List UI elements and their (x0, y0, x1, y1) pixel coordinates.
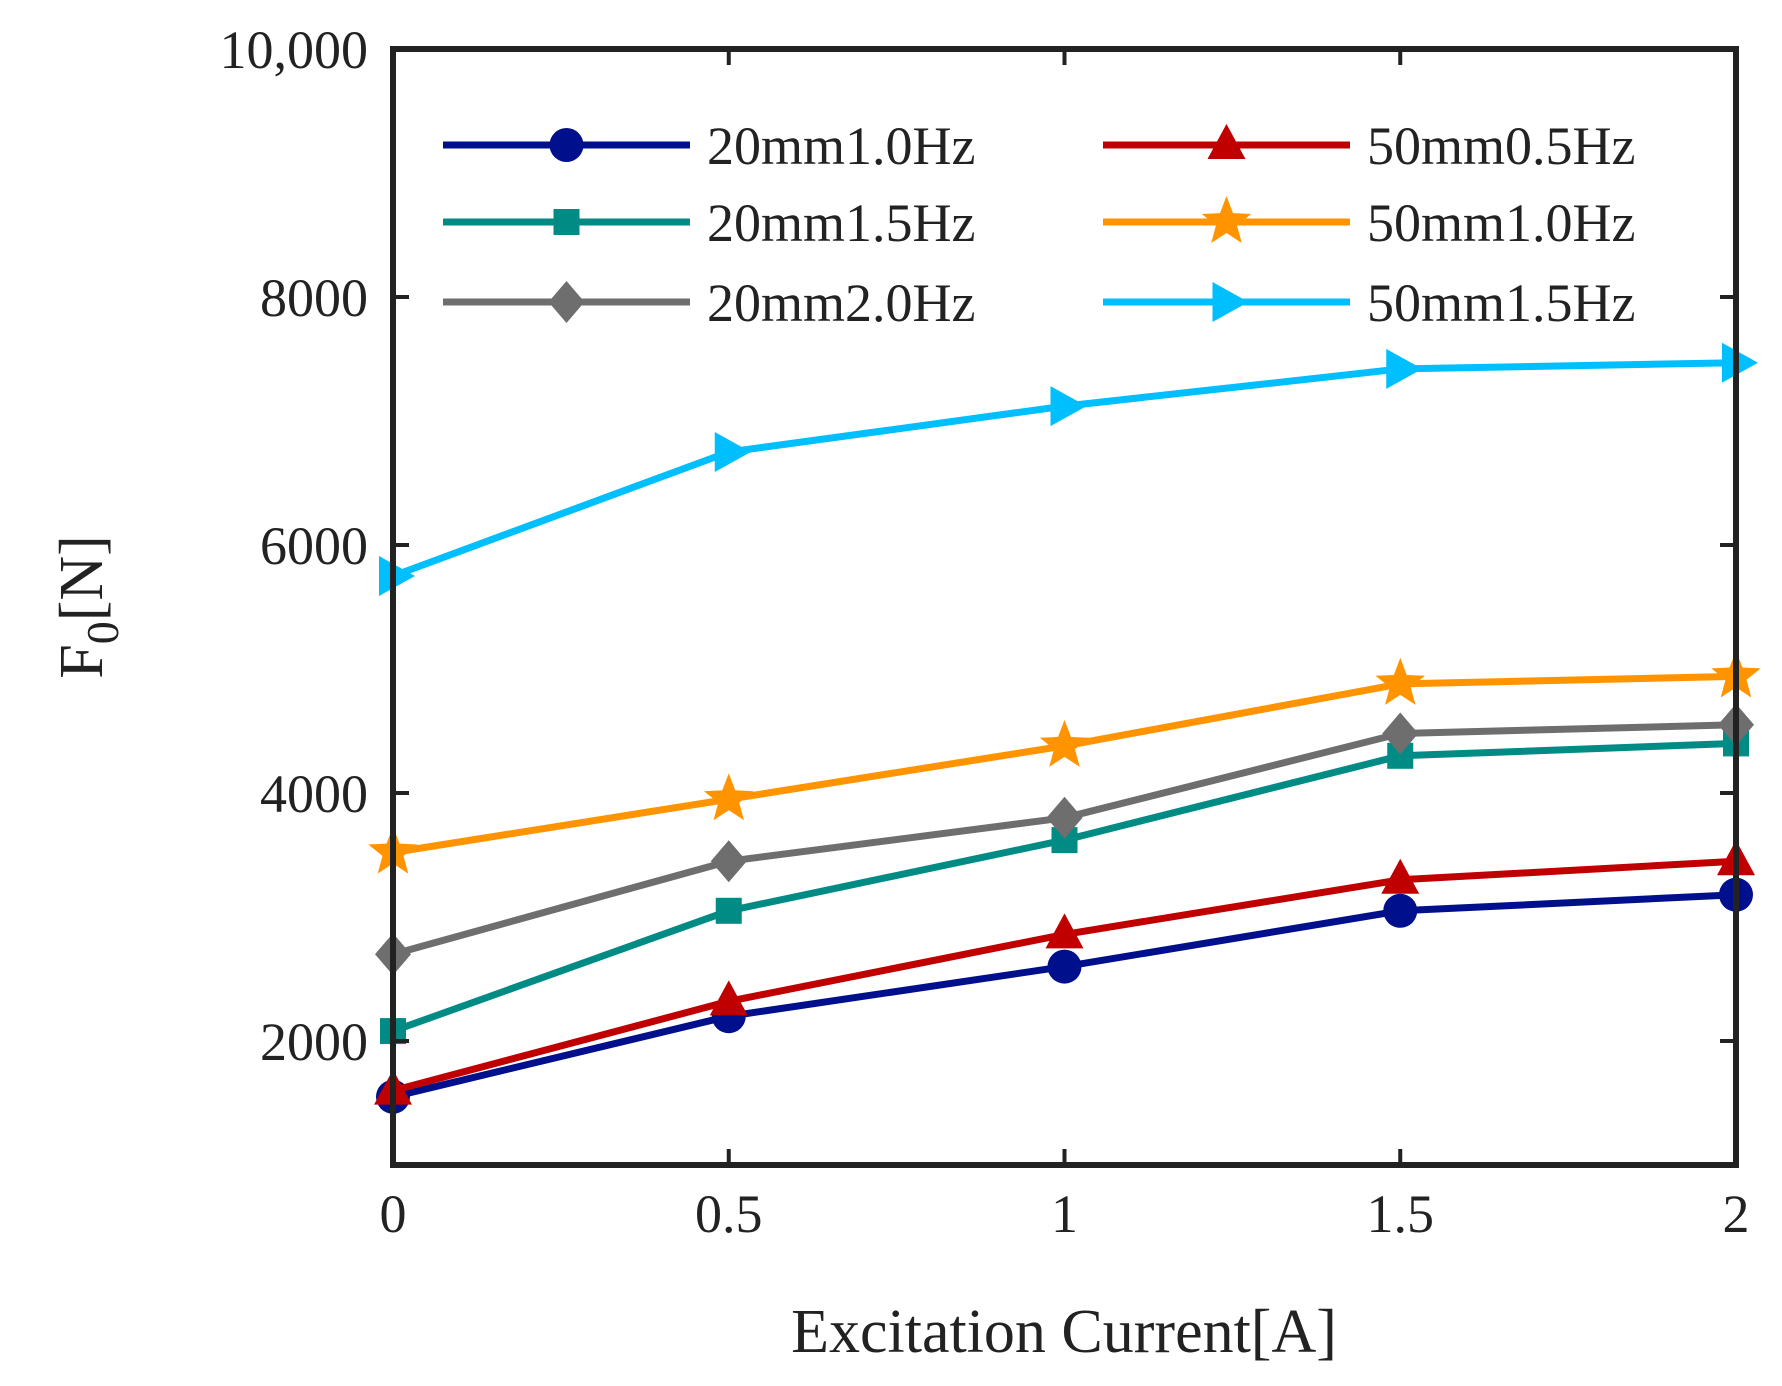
y-axis-title-unit: [N] (48, 535, 116, 621)
data-point (715, 897, 742, 924)
data-point (1039, 719, 1090, 767)
x-tick-label: 1.5 (1367, 1184, 1435, 1244)
data-point (1045, 913, 1084, 949)
data-point (1375, 657, 1425, 705)
data-point (379, 556, 415, 596)
series-20mm1.5Hz (380, 730, 1749, 1045)
legend-marker (1212, 282, 1249, 322)
legend-item-20mm1.5Hz: 20mm1.5Hz (443, 193, 975, 253)
x-tick-label: 1 (1051, 1184, 1078, 1244)
legend-item-50mm1.5Hz: 50mm1.5Hz (1103, 273, 1635, 333)
legend-item-50mm1.0Hz: 50mm1.0Hz (1103, 193, 1635, 253)
data-point (1381, 858, 1420, 894)
x-tick-label: 2 (1723, 1184, 1750, 1244)
series-20mm1.0Hz (376, 877, 1753, 1114)
y-tick-label: 6000 (260, 516, 368, 576)
x-tick-label: 0 (380, 1184, 407, 1244)
data-point (1386, 348, 1423, 389)
x-axis-title: Excitation Current[A] (791, 1298, 1337, 1366)
x-tick-label: 0.5 (695, 1184, 763, 1244)
data-point (1722, 342, 1758, 383)
legend-item-50mm0.5Hz: 50mm0.5Hz (1103, 116, 1635, 176)
legend-marker (1207, 124, 1246, 159)
legend-marker (1201, 196, 1252, 243)
legend-label: 50mm0.5Hz (1367, 116, 1635, 176)
legend-label: 50mm1.0Hz (1367, 193, 1635, 253)
legend-label: 50mm1.5Hz (1367, 273, 1635, 333)
legend-label: 20mm2.0Hz (707, 273, 975, 333)
y-axis-title: F0[N] (48, 535, 128, 679)
series-20mm2.0Hz (375, 703, 1754, 976)
legend-layer: 20mm1.0Hz 20mm1.5Hz 20mm2.0Hz 50mm0.5Hz 50mm… (443, 116, 1635, 333)
series-50mm1.5Hz (379, 342, 1758, 596)
data-point (1047, 949, 1082, 984)
series-layer (368, 342, 1761, 1114)
y-axis-title-subscript: 0 (77, 621, 128, 644)
ticks-layer: 0 0.5 1 1.5 2 2000 4000 6000 8000 10,000 (220, 20, 1750, 1244)
legend-item-20mm1.0Hz: 20mm1.0Hz (443, 116, 975, 176)
data-point (1383, 893, 1418, 928)
data-point (1050, 386, 1087, 427)
legend-marker (548, 281, 585, 323)
y-tick-label: 2000 (260, 1012, 368, 1072)
data-point (1382, 712, 1419, 755)
legend-marker (549, 128, 584, 162)
legend-item-20mm2.0Hz: 20mm2.0Hz (443, 273, 975, 333)
data-point (1046, 796, 1083, 839)
y-tick-label: 8000 (260, 268, 368, 328)
data-point (710, 840, 747, 883)
data-point (714, 432, 751, 472)
legend-label: 20mm1.0Hz (707, 116, 975, 176)
data-point (704, 773, 754, 821)
y-axis-title-main: F (48, 644, 116, 678)
series-line (389, 739, 1740, 1035)
legend-label: 20mm1.5Hz (707, 193, 975, 253)
legend-marker (553, 209, 580, 235)
data-point (709, 980, 748, 1016)
y-tick-label: 4000 (260, 764, 368, 824)
y-tick-label: 10,000 (220, 20, 369, 80)
